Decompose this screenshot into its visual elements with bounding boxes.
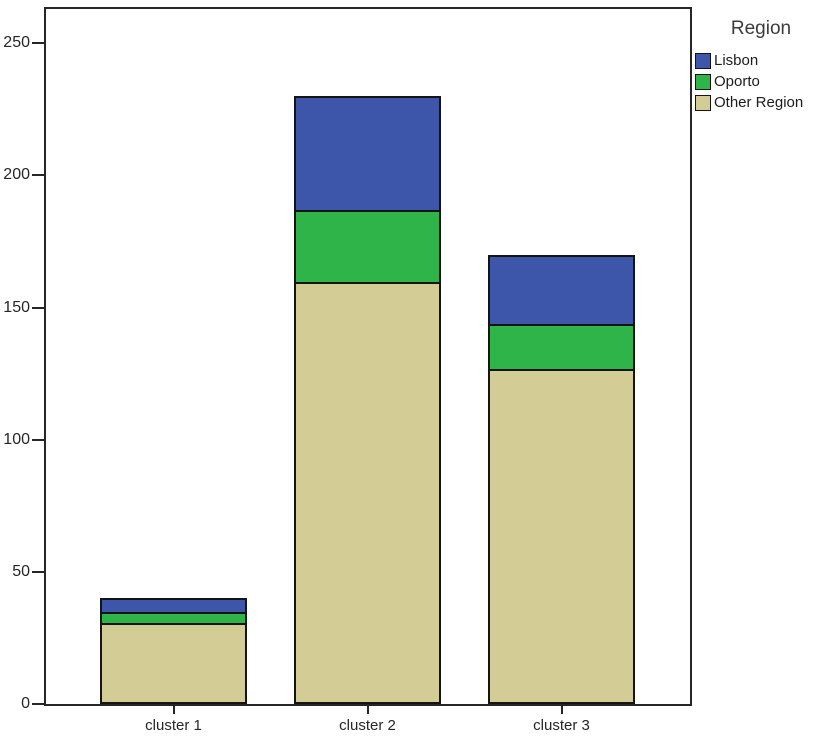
- legend-swatch-icon: [695, 94, 711, 111]
- y-tick: [32, 703, 44, 705]
- bar-segment-other-region: [488, 371, 635, 704]
- bar-segment-oporto: [294, 212, 441, 284]
- bar-segment-lisbon: [100, 598, 247, 615]
- x-tick-label: cluster 2: [339, 717, 396, 734]
- y-tick-label: 0: [21, 695, 30, 712]
- y-tick: [32, 438, 44, 441]
- legend-title: Region: [730, 18, 792, 39]
- legend-item-label: Lisbon: [714, 52, 759, 69]
- legend-item-oporto: Oporto: [695, 73, 827, 90]
- legend: Region Lisbon Oporto Other Region: [695, 18, 827, 115]
- x-tick-label: cluster 1: [145, 717, 202, 734]
- y-tick: [32, 306, 44, 309]
- bar-segment-other-region: [294, 283, 441, 704]
- y-tick: [32, 42, 44, 45]
- x-tick-label: cluster 3: [533, 717, 590, 734]
- bar-segment-lisbon: [294, 96, 441, 213]
- y-tick: [32, 570, 44, 573]
- bar-segment-other-region: [100, 624, 247, 704]
- bar-segment-lisbon: [488, 254, 635, 327]
- legend-swatch-icon: [695, 52, 711, 69]
- bar-segment-oporto: [488, 326, 635, 372]
- x-tick: [560, 706, 563, 714]
- y-tick-label: 150: [3, 298, 30, 316]
- x-tick: [366, 706, 369, 714]
- legend-item-other-region: Other Region: [695, 94, 827, 111]
- y-tick-label: 50: [12, 562, 30, 580]
- y-tick-label: 200: [3, 166, 30, 184]
- stacked-bar: [100, 598, 247, 704]
- legend-swatch-icon: [695, 73, 711, 90]
- legend-item-label: Oporto: [714, 73, 760, 90]
- y-tick-label: 100: [3, 430, 30, 448]
- stacked-bar: [488, 254, 635, 704]
- legend-item-label: Other Region: [714, 94, 804, 111]
- bar-segment-oporto: [100, 614, 247, 625]
- legend-items: Lisbon Oporto Other Region: [695, 52, 827, 111]
- x-tick: [172, 706, 175, 714]
- legend-item-lisbon: Lisbon: [695, 52, 827, 69]
- y-tick: [32, 174, 44, 177]
- y-tick-label: 250: [3, 34, 30, 52]
- stacked-bar: [294, 96, 441, 704]
